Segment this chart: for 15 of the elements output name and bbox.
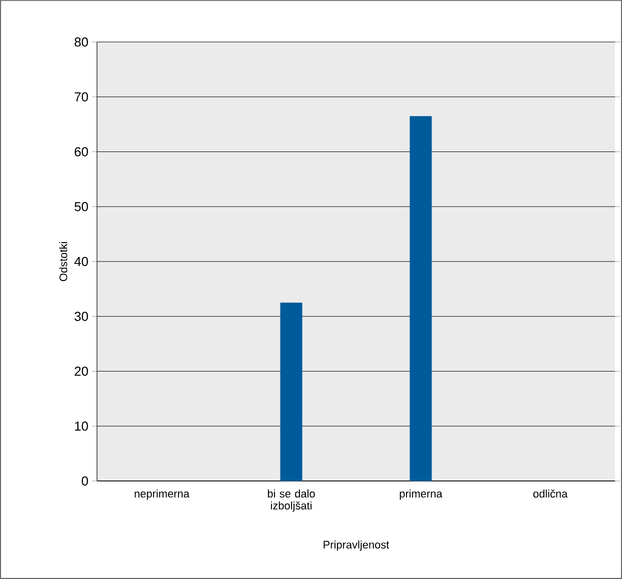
- y-tick-label: 10: [75, 422, 88, 431]
- y-tick-label: 40: [74, 256, 88, 266]
- x-axis-title: Pripravljenost: [324, 540, 390, 551]
- y-tick-label: 0: [82, 476, 88, 486]
- y-tick-label: 80: [74, 37, 88, 47]
- y-tick-label: 30: [74, 312, 88, 321]
- x-tick-label: odlična: [533, 490, 568, 498]
- x-tick-label: neprimerna: [134, 490, 190, 500]
- x-tick-label: primerna: [400, 490, 442, 500]
- y-tick-label: 60: [74, 147, 88, 156]
- x-tick-label: bi se dalo izboljšati: [268, 490, 315, 512]
- y-axis-title: Odstotki: [59, 242, 68, 282]
- y-tick-label: 20: [74, 366, 88, 376]
- y-tick-label: 50: [74, 202, 88, 212]
- y-tick-label: 70: [74, 92, 88, 102]
